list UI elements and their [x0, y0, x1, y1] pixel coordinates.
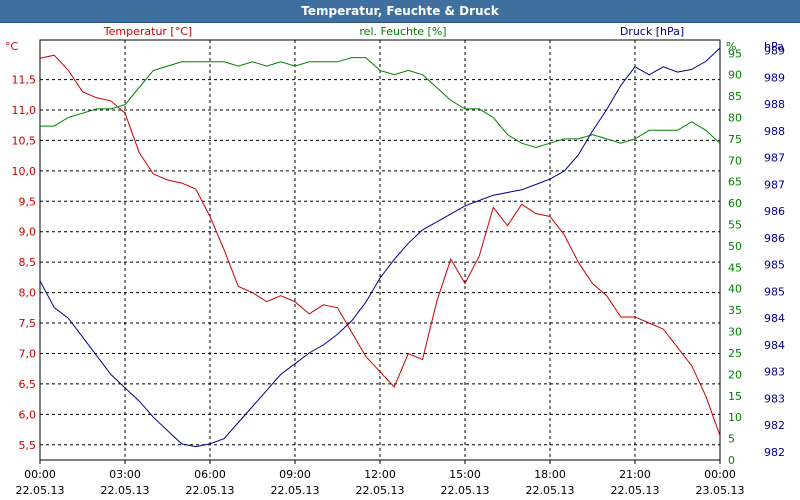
pressure-tick-label: 986 [764, 232, 785, 245]
temperature-tick-label: 8,0 [19, 287, 37, 300]
pressure-tick-label: 987 [764, 152, 785, 165]
chart-title-bar: Temperatur, Feuchte & Druck [0, 0, 800, 23]
humidity-tick-label: 70 [728, 154, 742, 167]
temperature-axis-title: Temperatur [°C] [103, 25, 192, 38]
temperature-tick-label: 11,5 [12, 74, 37, 87]
x-tick-time: 00:00 [24, 468, 56, 481]
pressure-tick-label: 989 [764, 71, 785, 84]
x-tick-time: 12:00 [364, 468, 396, 481]
temperature-tick-label: 10,0 [12, 165, 37, 178]
humidity-tick-label: 30 [728, 326, 742, 339]
x-tick-date: 22.05.13 [101, 484, 150, 497]
series-layer [39, 47, 721, 448]
x-tick-time: 15:00 [449, 468, 481, 481]
x-tick-time: 03:00 [109, 468, 141, 481]
series-line-temperature [39, 54, 721, 436]
humidity-tick-label: 65 [728, 176, 742, 189]
pressure-tick-label: 987 [764, 178, 785, 191]
humidity-tick-label: 80 [728, 111, 742, 124]
humidity-tick-label: 0 [728, 454, 735, 467]
humidity-tick-label: 10 [728, 411, 742, 424]
humidity-tick-label: 20 [728, 368, 742, 381]
chart-title: Temperatur, Feuchte & Druck [301, 4, 499, 18]
temperature-tick-label: 10,5 [12, 134, 37, 147]
x-tick-date: 22.05.13 [186, 484, 235, 497]
x-tick-date: 22.05.13 [356, 484, 405, 497]
humidity-unit-label: % [726, 40, 736, 53]
humidity-tick-label: 35 [728, 304, 742, 317]
x-tick-date: 22.05.13 [611, 484, 660, 497]
x-tick-date: 22.05.13 [526, 484, 575, 497]
temperature-unit-label: °C [5, 40, 19, 53]
pressure-tick-label: 983 [764, 366, 785, 379]
pressure-unit-label: hPa [764, 40, 784, 53]
humidity-tick-label: 40 [728, 283, 742, 296]
grid [39, 40, 721, 464]
humidity-tick-label: 60 [728, 197, 742, 210]
temperature-tick-label: 9,0 [19, 226, 37, 239]
plot-frame [39, 39, 721, 461]
series-line-humidity [40, 57, 721, 149]
humidity-tick-label: 25 [728, 347, 742, 360]
humidity-tick-label: 55 [728, 219, 742, 232]
pressure-tick-label: 982 [764, 419, 785, 432]
tick-labels: 5,5 6,0 6,5 7,0 7,5 8,0 8,5 9,0 9,5 10,0 10,5 11,0 1… [12, 45, 786, 497]
humidity-tick-label: 85 [728, 90, 742, 103]
humidity-tick-label: 15 [728, 390, 742, 403]
x-tick-time: 18:00 [534, 468, 566, 481]
pressure-tick-label: 985 [764, 285, 785, 298]
x-tick-date: 22.05.13 [271, 484, 320, 497]
pressure-tick-label: 988 [764, 125, 785, 138]
x-tick-date: 23.05.13 [696, 484, 745, 497]
pressure-tick-label: 984 [764, 339, 785, 352]
x-tick-time: 21:00 [619, 468, 651, 481]
pressure-tick-label: 989 [764, 45, 785, 58]
x-tick-date: 22.05.13 [441, 484, 490, 497]
humidity-axis-title: rel. Feuchte [%] [359, 25, 446, 38]
pressure-tick-label: 988 [764, 98, 785, 111]
temperature-tick-label: 6,0 [19, 408, 37, 421]
humidity-tick-label: 5 [728, 433, 735, 446]
pressure-tick-label: 982 [764, 446, 785, 459]
humidity-tick-label: 75 [728, 133, 742, 146]
temperature-tick-label: 7,5 [19, 317, 37, 330]
humidity-tick-label: 95 [728, 47, 742, 60]
temperature-tick-label: 8,5 [19, 256, 37, 269]
humidity-tick-label: 45 [728, 261, 742, 274]
series-line-pressure [39, 47, 721, 448]
humidity-tick-label: 90 [728, 69, 742, 82]
humidity-tick-label: 50 [728, 240, 742, 253]
x-tick-time: 00:00 [704, 468, 736, 481]
temperature-tick-label: 7,0 [19, 347, 37, 360]
temperature-tick-label: 6,5 [19, 378, 37, 391]
pressure-tick-label: 983 [764, 392, 785, 405]
temperature-tick-label: 11,0 [12, 104, 37, 117]
pressure-tick-label: 986 [764, 205, 785, 218]
temperature-tick-label: 5,5 [19, 439, 37, 452]
pressure-tick-label: 984 [764, 312, 785, 325]
temperature-tick-label: 9,5 [19, 195, 37, 208]
x-tick-time: 09:00 [279, 468, 311, 481]
x-tick-date: 22.05.13 [16, 484, 65, 497]
pressure-tick-label: 985 [764, 259, 785, 272]
pressure-axis-title: Druck [hPa] [620, 25, 684, 38]
x-tick-time: 06:00 [194, 468, 226, 481]
